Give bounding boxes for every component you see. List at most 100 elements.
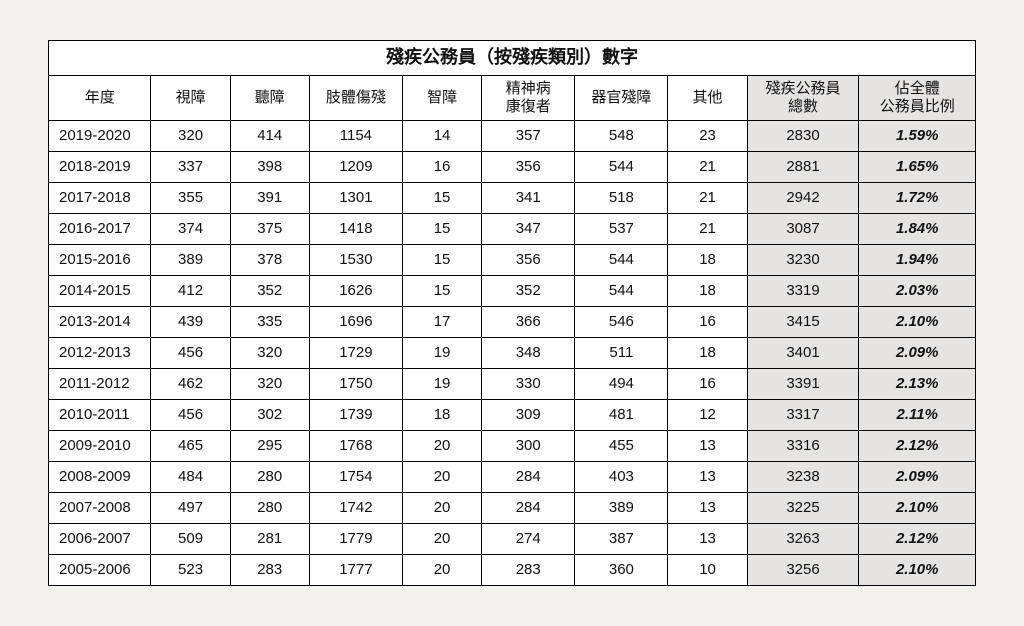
cell-year: 2013-2014: [49, 307, 151, 338]
cell-organ: 387: [575, 524, 668, 555]
cell-pct: 1.84%: [859, 214, 976, 245]
cell-physical: 1742: [309, 493, 402, 524]
cell-hearing: 295: [230, 431, 309, 462]
table-title: 殘疾公務員（按殘疾類別）數字: [49, 41, 976, 76]
table-title-row: 殘疾公務員（按殘疾類別）數字: [49, 41, 976, 76]
cell-hearing: 375: [230, 214, 309, 245]
cell-physical: 1739: [309, 400, 402, 431]
cell-hearing: 320: [230, 369, 309, 400]
cell-other: 10: [668, 555, 747, 586]
cell-total: 3319: [747, 276, 859, 307]
cell-organ: 403: [575, 462, 668, 493]
cell-other: 13: [668, 524, 747, 555]
cell-physical: 1696: [309, 307, 402, 338]
cell-physical: 1418: [309, 214, 402, 245]
cell-organ: 544: [575, 245, 668, 276]
cell-mental: 283: [482, 555, 575, 586]
cell-total: 3401: [747, 338, 859, 369]
cell-physical: 1301: [309, 183, 402, 214]
col-header-total: 殘疾公務員總數: [747, 76, 859, 121]
cell-year: 2005-2006: [49, 555, 151, 586]
cell-other: 12: [668, 400, 747, 431]
cell-physical: 1729: [309, 338, 402, 369]
cell-visual: 462: [151, 369, 230, 400]
col-header-year: 年度: [49, 76, 151, 121]
cell-total: 3238: [747, 462, 859, 493]
table-row: 2010-20114563021739183094811233172.11%: [49, 400, 976, 431]
cell-pct: 2.12%: [859, 524, 976, 555]
cell-total: 3316: [747, 431, 859, 462]
table-row: 2015-20163893781530153565441832301.94%: [49, 245, 976, 276]
cell-other: 21: [668, 152, 747, 183]
cell-visual: 456: [151, 338, 230, 369]
cell-hearing: 283: [230, 555, 309, 586]
cell-intel: 20: [402, 555, 481, 586]
cell-organ: 494: [575, 369, 668, 400]
cell-pct: 2.09%: [859, 338, 976, 369]
cell-pct: 2.10%: [859, 493, 976, 524]
cell-total: 3225: [747, 493, 859, 524]
cell-year: 2009-2010: [49, 431, 151, 462]
table-row: 2013-20144393351696173665461634152.10%: [49, 307, 976, 338]
cell-hearing: 391: [230, 183, 309, 214]
cell-other: 13: [668, 431, 747, 462]
cell-year: 2018-2019: [49, 152, 151, 183]
cell-total: 3087: [747, 214, 859, 245]
cell-total: 3230: [747, 245, 859, 276]
cell-visual: 484: [151, 462, 230, 493]
cell-hearing: 280: [230, 462, 309, 493]
cell-total: 3391: [747, 369, 859, 400]
col-header-intel: 智障: [402, 76, 481, 121]
cell-total: 2830: [747, 121, 859, 152]
cell-other: 18: [668, 245, 747, 276]
table-row: 2016-20173743751418153475372130871.84%: [49, 214, 976, 245]
cell-other: 13: [668, 462, 747, 493]
cell-mental: 347: [482, 214, 575, 245]
cell-visual: 497: [151, 493, 230, 524]
cell-other: 18: [668, 338, 747, 369]
cell-organ: 544: [575, 276, 668, 307]
cell-year: 2007-2008: [49, 493, 151, 524]
cell-visual: 439: [151, 307, 230, 338]
cell-year: 2011-2012: [49, 369, 151, 400]
table-body: 2019-20203204141154143575482328301.59%20…: [49, 121, 976, 586]
cell-hearing: 280: [230, 493, 309, 524]
cell-pct: 2.10%: [859, 307, 976, 338]
cell-organ: 389: [575, 493, 668, 524]
cell-hearing: 352: [230, 276, 309, 307]
cell-hearing: 378: [230, 245, 309, 276]
cell-other: 13: [668, 493, 747, 524]
cell-mental: 330: [482, 369, 575, 400]
table-head: 殘疾公務員（按殘疾類別）數字 年度視障聽障肢體傷殘智障精神病康復者器官殘障其他殘…: [49, 41, 976, 121]
cell-visual: 355: [151, 183, 230, 214]
cell-organ: 511: [575, 338, 668, 369]
cell-year: 2015-2016: [49, 245, 151, 276]
cell-mental: 284: [482, 462, 575, 493]
col-header-physical: 肢體傷殘: [309, 76, 402, 121]
cell-visual: 509: [151, 524, 230, 555]
cell-organ: 518: [575, 183, 668, 214]
cell-hearing: 320: [230, 338, 309, 369]
cell-pct: 1.59%: [859, 121, 976, 152]
col-header-line: 總數: [750, 98, 857, 116]
cell-hearing: 398: [230, 152, 309, 183]
cell-intel: 20: [402, 524, 481, 555]
cell-other: 16: [668, 307, 747, 338]
cell-visual: 337: [151, 152, 230, 183]
table-row: 2006-20075092811779202743871332632.12%: [49, 524, 976, 555]
col-header-line: 佔全體: [861, 80, 973, 98]
cell-year: 2019-2020: [49, 121, 151, 152]
cell-mental: 356: [482, 245, 575, 276]
cell-intel: 14: [402, 121, 481, 152]
col-header-hearing: 聽障: [230, 76, 309, 121]
cell-mental: 309: [482, 400, 575, 431]
cell-mental: 357: [482, 121, 575, 152]
cell-intel: 18: [402, 400, 481, 431]
cell-pct: 1.65%: [859, 152, 976, 183]
cell-physical: 1626: [309, 276, 402, 307]
cell-visual: 389: [151, 245, 230, 276]
table-row: 2007-20084972801742202843891332252.10%: [49, 493, 976, 524]
cell-organ: 455: [575, 431, 668, 462]
cell-organ: 537: [575, 214, 668, 245]
cell-mental: 284: [482, 493, 575, 524]
